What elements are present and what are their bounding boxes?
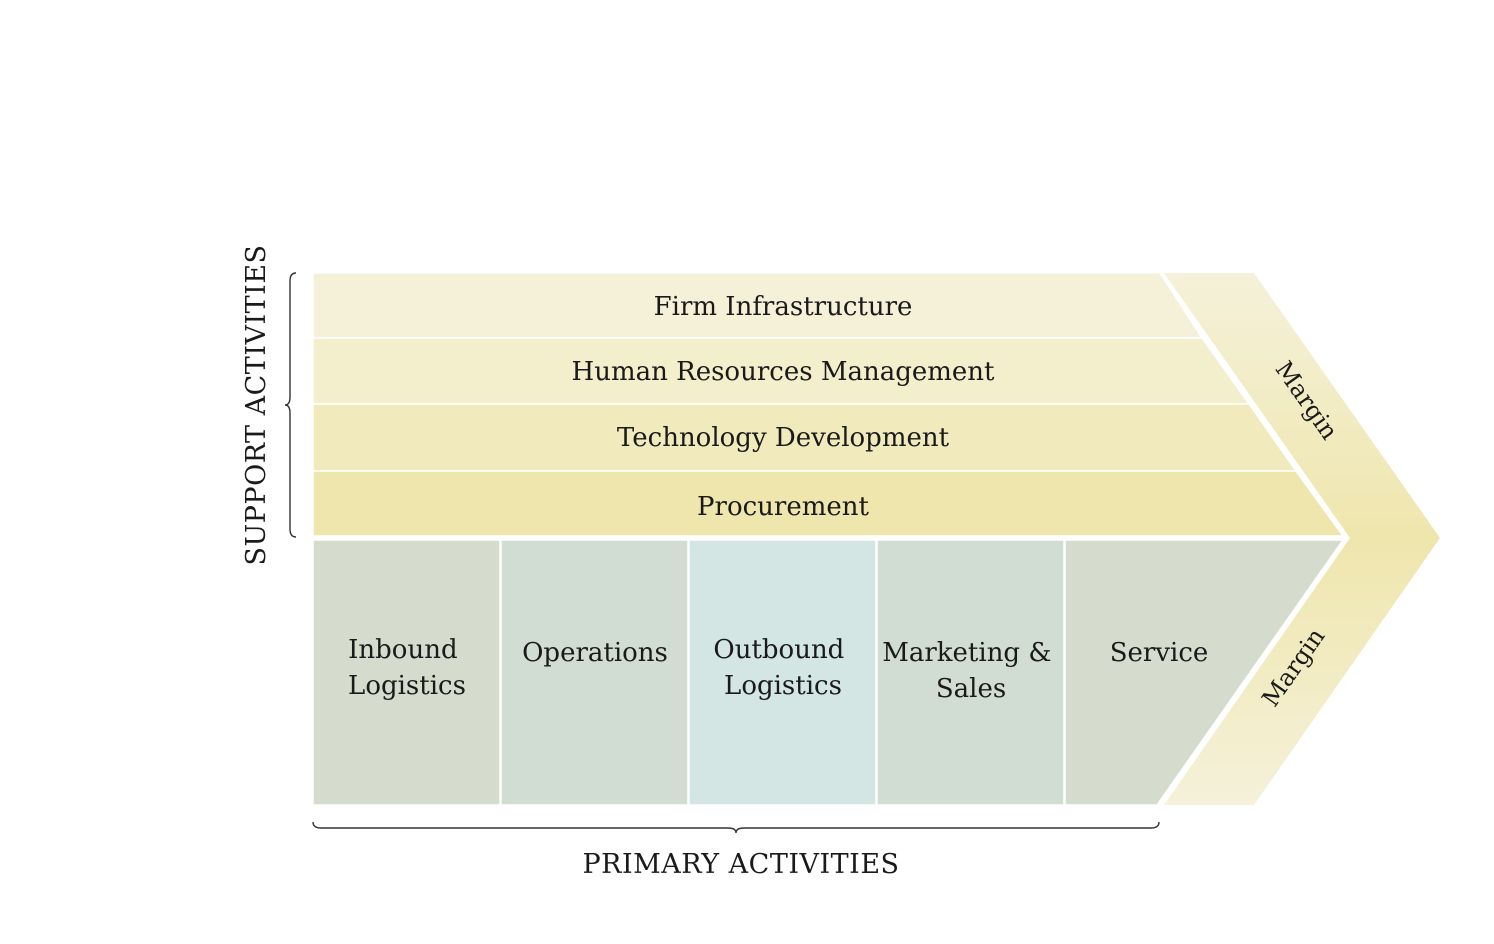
margin-band xyxy=(1164,273,1440,805)
primary-column-marketing-sales xyxy=(876,539,1065,806)
primary-column-label-line: Inbound xyxy=(348,635,457,665)
support-activities-group: Firm Infrastructure Human Resources Mana… xyxy=(312,272,1345,537)
primary-activities-brace xyxy=(312,821,1160,834)
primary-column-label-line: Outbound xyxy=(713,635,844,665)
primary-column-label: Inbound Logistics xyxy=(348,635,466,701)
support-row-label: Firm Infrastructure xyxy=(654,292,913,322)
primary-column-label-line: Operations xyxy=(522,638,668,668)
primary-column-label: Marketing & Sales xyxy=(882,638,1060,704)
support-row-procurement xyxy=(312,470,1345,537)
support-activities-brace xyxy=(284,272,297,538)
primary-activities-group: Inbound Logistics Operations Outbound Lo… xyxy=(312,539,1345,806)
primary-column-label-line: Sales xyxy=(936,674,1006,704)
primary-column-label-line: Marketing & xyxy=(882,638,1051,668)
primary-activities-label: PRIMARY ACTIVITIES xyxy=(582,849,899,880)
primary-column-label: Operations xyxy=(522,638,668,668)
primary-column-service xyxy=(1064,539,1345,806)
support-row-label: Technology Development xyxy=(617,423,950,453)
support-activities-label: SUPPORT ACTIVITIES xyxy=(241,244,272,565)
primary-column-label: Outbound Logistics xyxy=(713,635,852,701)
support-row-label: Procurement xyxy=(697,492,869,522)
primary-column-outbound-logistics xyxy=(688,539,877,806)
primary-column-label: Service xyxy=(1110,638,1209,668)
primary-column-label-line: Service xyxy=(1110,638,1209,668)
primary-column-inbound-logistics xyxy=(312,539,501,806)
support-row-label: Human Resources Management xyxy=(572,357,995,387)
primary-column-operations xyxy=(500,539,689,806)
primary-column-label-line: Logistics xyxy=(724,671,842,701)
primary-column-label-line: Logistics xyxy=(348,671,466,701)
